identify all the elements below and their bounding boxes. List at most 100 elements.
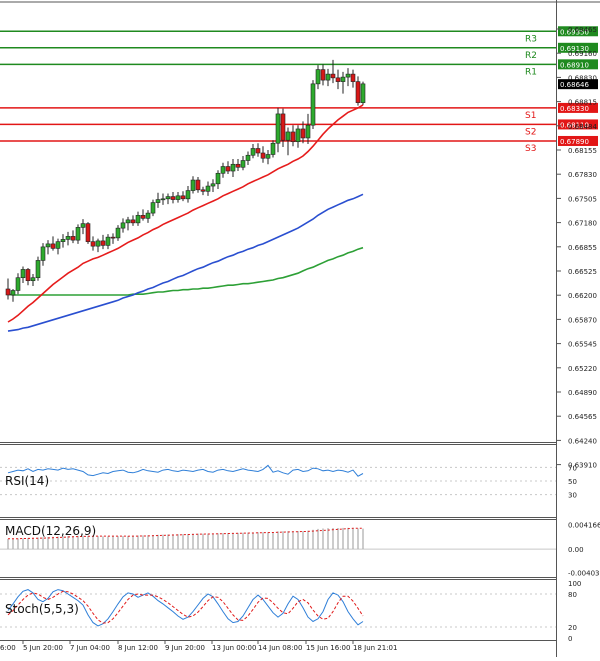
candle — [70, 230, 76, 244]
candle-body — [115, 227, 121, 239]
candle — [105, 234, 111, 250]
macd-signal-line — [8, 527, 363, 540]
candle-body — [315, 69, 321, 85]
candle — [130, 215, 136, 226]
price-tick-label: 0.69160 — [568, 50, 597, 58]
candle — [200, 186, 206, 196]
candle — [45, 240, 51, 255]
candle — [210, 179, 216, 193]
price-tick-label: 0.68830 — [568, 74, 597, 82]
candle — [245, 151, 251, 166]
candle — [5, 278, 11, 300]
candle — [285, 127, 291, 156]
candle-body — [245, 154, 251, 161]
candle-body — [35, 260, 41, 279]
candle — [60, 234, 66, 248]
time-tick-label: 5 Jun 20:00 — [23, 644, 63, 652]
candle — [265, 149, 271, 165]
candle-body — [325, 73, 331, 81]
candle — [80, 219, 86, 235]
time-tick-label: 15 Jun 16:00 — [306, 644, 350, 652]
candle — [330, 59, 336, 84]
candle-body — [90, 241, 96, 247]
candle-body — [80, 223, 86, 228]
price-tick-label: 0.66525 — [568, 268, 597, 276]
candle — [230, 158, 236, 178]
candle-body — [175, 195, 181, 200]
current-price-tag — [558, 79, 598, 90]
price-tick-label: 0.66200 — [568, 292, 597, 300]
candle-body — [70, 236, 76, 241]
resistance-price-tag — [558, 42, 598, 53]
candle — [30, 273, 36, 286]
price-tick-label: 0.67180 — [568, 220, 597, 228]
candle-body — [335, 77, 341, 82]
candle — [225, 161, 231, 175]
price-candles — [5, 59, 366, 302]
candle — [85, 222, 91, 244]
candle — [325, 68, 331, 87]
rsi-line — [7, 464, 364, 477]
price-tick-label: 0.65220 — [568, 365, 597, 373]
macd-tick-label: -0.004039 — [568, 570, 600, 578]
rsi-tick-label: 70 — [568, 464, 577, 472]
candle — [315, 65, 321, 90]
support-price-label: 0.68330 — [560, 105, 589, 113]
candle-body — [155, 199, 161, 203]
candle-body — [320, 69, 326, 81]
support-price-label: 0.67890 — [560, 138, 589, 146]
candle-body — [5, 288, 11, 296]
candle-body — [105, 236, 111, 246]
support-name-s1: S1 — [525, 111, 536, 121]
candle-body — [200, 189, 206, 192]
candle-body — [160, 198, 166, 201]
candle-body — [225, 166, 231, 172]
price-tick-label: 0.68484 — [568, 123, 597, 131]
candle-body — [360, 83, 366, 103]
candle — [10, 288, 16, 302]
time-tick-label: 8 Jun 12:00 — [118, 644, 158, 652]
candle-body — [210, 183, 216, 187]
price-tick-label: 0.69465 — [568, 26, 597, 34]
candle — [290, 125, 296, 147]
price-axis: 0.694650.691600.688300.688150.684840.681… — [557, 26, 598, 470]
time-axis: 6:00 5 Jun 20:00 7 Jun 04:00 8 Jun 12:00 9 J… — [0, 640, 397, 652]
macd-tick-label: 0.004166 — [568, 522, 600, 530]
price-tick-label: 0.63910 — [568, 462, 597, 470]
current-price-label: 0.68646 — [560, 81, 589, 89]
candle — [145, 210, 151, 223]
candle — [115, 225, 121, 241]
candle-body — [10, 290, 16, 296]
candle — [280, 108, 286, 147]
candle-body — [230, 163, 236, 172]
candle-body — [170, 196, 176, 200]
candle — [235, 158, 241, 172]
candle-body — [330, 73, 336, 79]
resistance-name-r2: R2 — [525, 51, 537, 61]
rsi-tick-label: 30 — [568, 492, 577, 500]
candle-body — [40, 246, 46, 261]
candle-body — [130, 219, 136, 224]
candle — [160, 193, 166, 205]
candle — [260, 146, 266, 163]
candle-body — [180, 195, 186, 200]
candle — [220, 162, 226, 178]
time-tick-label: 7 Jun 04:00 — [70, 644, 110, 652]
candle-body — [310, 83, 316, 126]
candle-body — [250, 148, 256, 156]
candle-body — [185, 190, 191, 200]
candle — [180, 191, 186, 202]
candle — [90, 236, 96, 251]
price-tick-label: 0.64565 — [568, 413, 597, 421]
stoch-title: Stoch(5,5,3) — [5, 602, 79, 616]
rsi-tick-label: 50 — [568, 478, 577, 486]
support-name-s2: S2 — [525, 127, 536, 137]
support-price-tag — [558, 102, 598, 113]
price-tick-label: 0.64890 — [568, 389, 597, 397]
resistance-price-tag — [558, 26, 598, 37]
candle — [195, 177, 201, 193]
price-tick-label: 0.66855 — [568, 244, 597, 252]
candle — [100, 234, 106, 250]
